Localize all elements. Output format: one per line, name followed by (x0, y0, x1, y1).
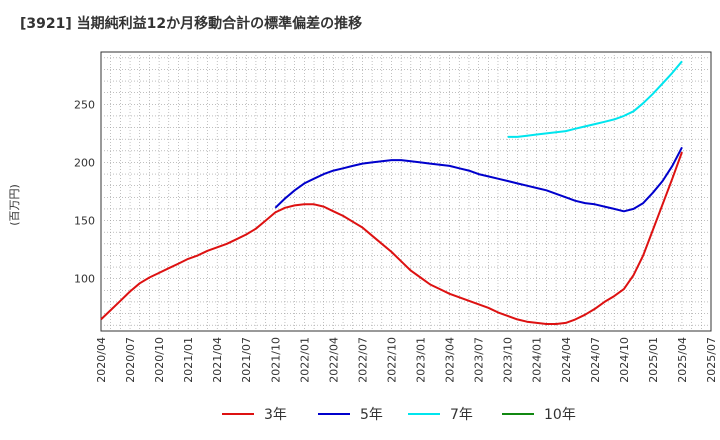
x-tick-label: 2025/04 (676, 337, 689, 383)
x-tick-label: 2022/10 (385, 337, 398, 383)
legend-label: 10年 (544, 407, 576, 423)
y-tick-label: 100 (74, 273, 95, 286)
series-layer (100, 60, 683, 325)
y-tick-label: 200 (74, 156, 95, 169)
y-axis-label: (百万円) (8, 184, 21, 226)
x-tick-label: 2021/04 (211, 337, 224, 383)
plot-frame (100, 51, 712, 332)
x-tick-label: 2023/10 (502, 337, 515, 383)
y-tick-label: 250 (74, 98, 95, 111)
legend-label: 3年 (264, 407, 287, 423)
x-tick-label: 2020/04 (95, 337, 108, 383)
x-tick-label: 2022/01 (298, 337, 311, 383)
legend: 3年 5年 7年 10年 (222, 407, 576, 423)
plot-area (100, 51, 712, 332)
x-tick-label: 2020/07 (124, 337, 137, 383)
x-tick-label: 2025/07 (705, 337, 718, 383)
x-tick-label: 2024/04 (560, 337, 573, 383)
x-tick-label: 2025/01 (647, 337, 660, 383)
series-line-5年 (274, 146, 683, 213)
x-tick-label: 2023/07 (473, 337, 486, 383)
series-line-3年 (100, 151, 683, 325)
legend-label: 7年 (450, 407, 473, 423)
x-axis: 2020/04 2020/07 2020/10 2021/01 2021/04 2021/… (95, 337, 718, 383)
x-tick-label: 2022/04 (327, 337, 340, 383)
series-line-7年 (507, 60, 683, 138)
y-tick-label: 150 (74, 215, 95, 228)
legend-label: 5年 (360, 407, 383, 423)
x-tick-label: 2024/07 (589, 337, 602, 383)
y-axis: 100 150 200 250 (74, 98, 95, 285)
x-tick-label: 2021/07 (240, 337, 253, 383)
x-tick-label: 2020/10 (153, 337, 166, 383)
x-tick-label: 2021/01 (182, 337, 195, 383)
x-tick-label: 2023/04 (444, 337, 457, 383)
x-tick-label: 2024/01 (531, 337, 544, 383)
x-tick-label: 2021/10 (269, 337, 282, 383)
x-tick-label: 2022/07 (356, 337, 369, 383)
chart-title: [3921] 当期純利益12か月移動合計の標準偏差の推移 (20, 15, 362, 32)
x-tick-label: 2023/01 (415, 337, 428, 383)
x-tick-label: 2024/10 (618, 337, 631, 383)
